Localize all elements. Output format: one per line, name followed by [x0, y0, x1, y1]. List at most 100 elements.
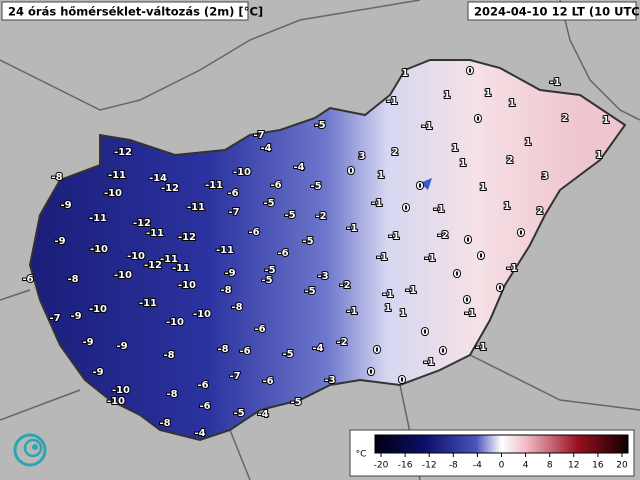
station-value: -1 [346, 223, 357, 234]
station-value: -1 [421, 121, 432, 132]
colorbar-unit: °C [356, 450, 367, 460]
station-value: -5 [263, 198, 274, 209]
station-value: 3 [359, 151, 366, 162]
station-value: -6 [270, 180, 281, 191]
station-value: -1 [464, 308, 475, 319]
station-value: -8 [217, 344, 228, 355]
station-value: 1 [509, 98, 516, 109]
station-value: -9 [82, 337, 93, 348]
colorbar [374, 434, 629, 454]
station-value: 2 [507, 155, 514, 166]
station-value: -8 [220, 285, 231, 296]
station-value: -11 [160, 254, 178, 265]
station-value: -10 [166, 317, 184, 328]
station-value: -10 [89, 304, 107, 315]
station-value: 1 [378, 170, 385, 181]
station-value: 0 [417, 181, 424, 192]
station-value: -8 [166, 389, 177, 400]
station-value: -2 [339, 280, 350, 291]
station-value: -9 [70, 311, 81, 322]
station-value: -11 [139, 298, 157, 309]
station-value: -1 [506, 263, 517, 274]
station-value: -1 [382, 289, 393, 300]
station-value: 0 [422, 327, 429, 338]
station-value: 2 [562, 113, 569, 124]
station-value: -11 [187, 202, 205, 213]
station-value: -7 [228, 207, 239, 218]
station-value: -3 [317, 271, 328, 282]
station-value: -9 [92, 367, 103, 378]
station-value: -5 [304, 286, 315, 297]
station-value: -10 [90, 244, 108, 255]
station-value: 0 [465, 235, 472, 246]
colorbar-tick-label: -4 [473, 461, 482, 471]
station-value: -1 [371, 198, 382, 209]
station-value: -11 [146, 228, 164, 239]
colorbar-tick-label: 16 [592, 461, 604, 471]
station-value: -2 [336, 337, 347, 348]
station-value: -11 [89, 213, 107, 224]
station-value: -9 [116, 341, 127, 352]
station-value: -11 [216, 245, 234, 256]
station-value: -9 [54, 236, 65, 247]
station-value: 1 [385, 303, 392, 314]
station-value: 0 [518, 228, 525, 239]
station-value: -11 [108, 170, 126, 181]
station-value: 1 [460, 158, 467, 169]
station-value: -4 [260, 143, 271, 154]
station-value: -10 [193, 309, 211, 320]
time-box [467, 1, 637, 21]
station-value: -8 [51, 172, 62, 183]
station-value: -11 [172, 263, 190, 274]
station-value: -12 [161, 183, 179, 194]
station-value: -1 [433, 204, 444, 215]
station-value: -6 [248, 227, 259, 238]
station-value: 0 [368, 367, 375, 378]
colorbar-tick-label: 20 [616, 461, 628, 471]
station-value: -10 [104, 188, 122, 199]
station-value: 0 [467, 66, 474, 77]
station-value: 0 [454, 269, 461, 280]
station-value: 1 [504, 201, 511, 212]
station-value: -9 [60, 200, 71, 211]
station-value: 2 [537, 206, 544, 217]
colorbar-tick-label: 12 [568, 461, 579, 471]
station-value: -10 [233, 167, 251, 178]
title: 24 órás hőmérséklet-változás (2m) [°C] [8, 5, 263, 19]
station-value: -5 [314, 120, 325, 131]
station-value: -2 [437, 230, 448, 241]
station-value: 1 [480, 182, 487, 193]
station-value: -1 [388, 231, 399, 242]
station-value: -4 [194, 428, 205, 439]
station-value: -5 [261, 275, 272, 286]
station-value: -4 [257, 409, 268, 420]
station-value: -12 [133, 218, 151, 229]
station-value: 3 [542, 171, 549, 182]
station-value: 0 [464, 295, 471, 306]
station-value: -1 [346, 306, 357, 317]
time: 2024-04-10 12 LT (10 UTC) [474, 5, 640, 19]
station-value: -12 [144, 260, 162, 271]
station-value: 0 [475, 114, 482, 125]
station-value: -1 [386, 96, 397, 107]
colorbar-tick-label: -20 [374, 461, 389, 471]
station-value: -6 [227, 188, 238, 199]
colorbar-tick-label: 0 [499, 461, 505, 471]
border [0, 0, 421, 111]
station-value: -11 [205, 180, 223, 191]
station-value: 1 [444, 90, 451, 101]
station-value: -7 [253, 130, 264, 141]
station-value: -6 [197, 380, 208, 391]
title-box [1, 1, 249, 21]
station-value: -6 [199, 401, 210, 412]
station-value: -6 [239, 346, 250, 357]
station-value: -6 [22, 274, 33, 285]
station-value: -5 [290, 397, 301, 408]
lake [420, 178, 432, 190]
station-value: -6 [262, 376, 273, 387]
station-value: 0 [497, 283, 504, 294]
station-value: 1 [402, 68, 409, 79]
station-value: -4 [312, 343, 323, 354]
colorbar-tick-label: 8 [547, 461, 553, 471]
